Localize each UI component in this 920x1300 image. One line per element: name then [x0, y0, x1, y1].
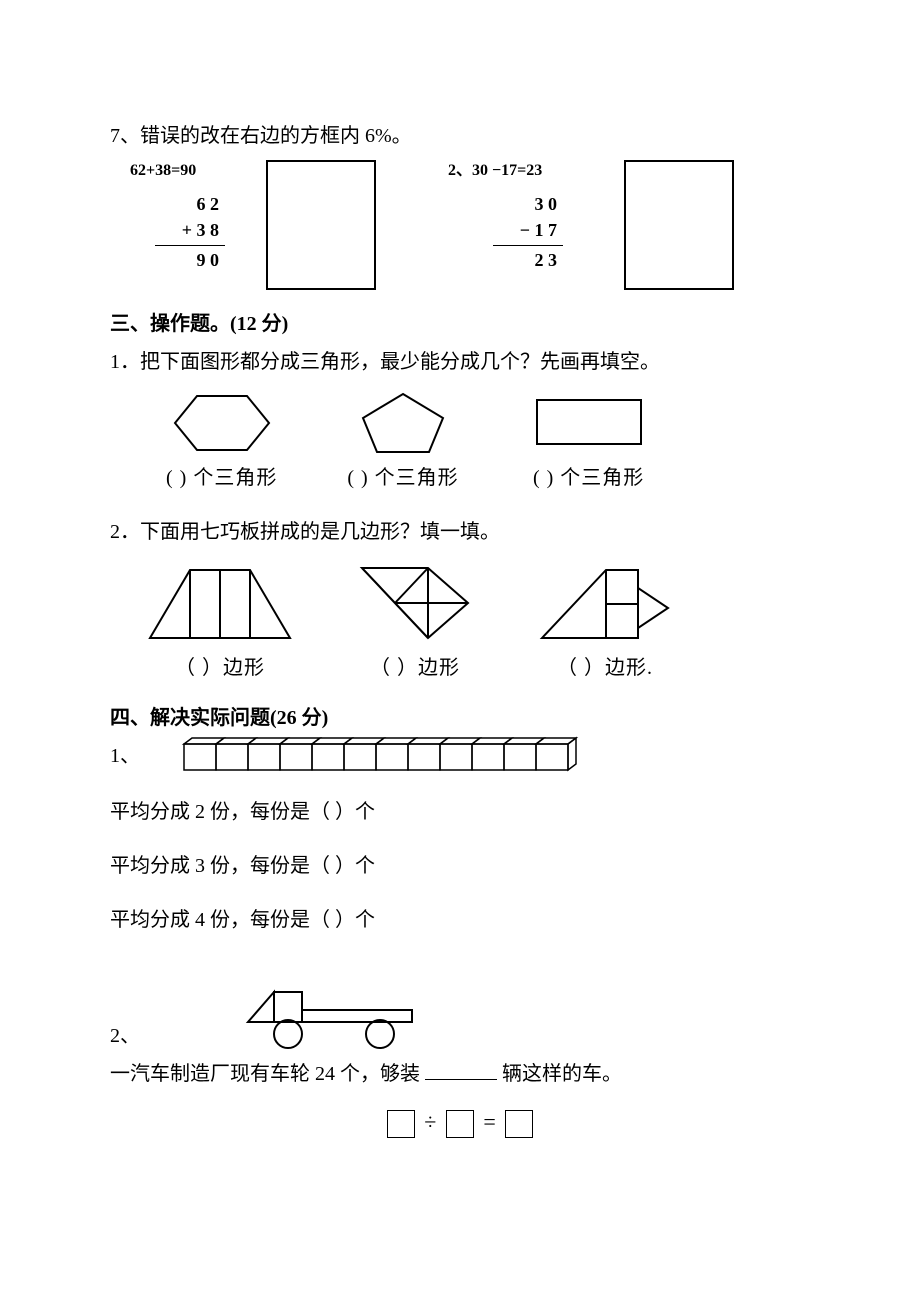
- s3-q2-shapes: （ ）边形 （ ）边形 （ ）边形.: [140, 558, 810, 684]
- rectangle-cell: ( ) 个三角形: [529, 388, 649, 494]
- s4-q2-label: 2、: [110, 1020, 140, 1052]
- pentagon-cell: ( ) 个三角形: [347, 388, 458, 494]
- calc2-result: 2 3: [493, 248, 563, 273]
- pentagon-icon: [353, 388, 453, 458]
- section3-title: 三、操作题。(12 分): [110, 308, 810, 340]
- formula-box-3[interactable]: [505, 1110, 533, 1138]
- s4-q2-text-after: 辆这样的车。: [502, 1063, 622, 1085]
- s3-q2-prompt: 2．下面用七巧板拼成的是几边形？填一填。: [110, 516, 810, 548]
- q7-prompt: 7、错误的改在右边的方框内 6%。: [110, 120, 810, 152]
- cube-row-icon: [180, 734, 610, 778]
- tangram2-cell: （ ）边形: [350, 558, 480, 684]
- tangram2-label[interactable]: （ ）边形: [350, 652, 480, 684]
- calc1-result: 9 0: [155, 248, 225, 273]
- q7-answer-box-2[interactable]: [624, 160, 734, 290]
- calc2-header: 2、30 −17=23: [448, 160, 608, 182]
- tangram2-icon: [350, 558, 480, 648]
- s3-q1-prompt: 1．把下面图形都分成三角形，最少能分成几个？先画再填空。: [110, 346, 810, 378]
- rectangle-label[interactable]: ( ) 个三角形: [529, 462, 649, 494]
- s4-q2-formula: ÷ =: [110, 1104, 810, 1139]
- s3-q1-shapes: ( ) 个三角形 ( ) 个三角形 ( ) 个三角形: [166, 388, 810, 494]
- s4-q1-line1[interactable]: 平均分成 2 份，每份是（ ）个: [110, 796, 810, 828]
- pentagon-label[interactable]: ( ) 个三角形: [347, 462, 458, 494]
- section4-title: 四、解决实际问题(26 分): [110, 702, 810, 734]
- s4-q1-row: 1、: [110, 734, 810, 778]
- rectangle-icon: [529, 388, 649, 458]
- s4-q1-label: 1、: [110, 740, 140, 772]
- q7-row: 62+38=90 6 2 + 3 8 9 0 2、30 −17=23 3 0 −…: [110, 160, 810, 290]
- hexagon-label[interactable]: ( ) 个三角形: [166, 462, 277, 494]
- s4-q2-row: 2、: [110, 972, 810, 1052]
- formula-box-2[interactable]: [446, 1110, 474, 1138]
- formula-box-1[interactable]: [387, 1110, 415, 1138]
- tangram3-icon: [530, 558, 680, 648]
- tangram1-cell: （ ）边形: [140, 558, 300, 684]
- calc1-header: 62+38=90: [130, 160, 250, 182]
- tangram1-icon: [140, 558, 300, 648]
- s4-q1-line2[interactable]: 平均分成 3 份，每份是（ ）个: [110, 850, 810, 882]
- truck-icon: [230, 972, 450, 1052]
- hexagon-icon: [167, 388, 277, 458]
- s4-q1-line3[interactable]: 平均分成 4 份，每份是（ ）个: [110, 904, 810, 936]
- q7-calc1: 62+38=90 6 2 + 3 8 9 0: [110, 160, 250, 273]
- s4-q2-text-before: 一汽车制造厂现有车轮 24 个，够装: [110, 1063, 420, 1085]
- equals-sign: =: [483, 1109, 495, 1134]
- s4-q2-blank[interactable]: [425, 1058, 497, 1080]
- hexagon-cell: ( ) 个三角形: [166, 388, 277, 494]
- q7-answer-box-1[interactable]: [266, 160, 376, 290]
- calc2-line1: 3 0: [493, 192, 563, 217]
- calc1-line1: 6 2: [155, 192, 225, 217]
- calc1-line2: + 3 8: [155, 218, 225, 243]
- q7-calc2: 2、30 −17=23 3 0 − 1 7 2 3: [448, 160, 608, 273]
- divide-sign: ÷: [424, 1109, 436, 1134]
- tangram3-label[interactable]: （ ）边形.: [530, 652, 680, 684]
- calc2-line2: − 1 7: [493, 218, 563, 243]
- tangram1-label[interactable]: （ ）边形: [140, 652, 300, 684]
- s4-q2-text: 一汽车制造厂现有车轮 24 个，够装 辆这样的车。: [110, 1058, 810, 1090]
- tangram3-cell: （ ）边形.: [530, 558, 680, 684]
